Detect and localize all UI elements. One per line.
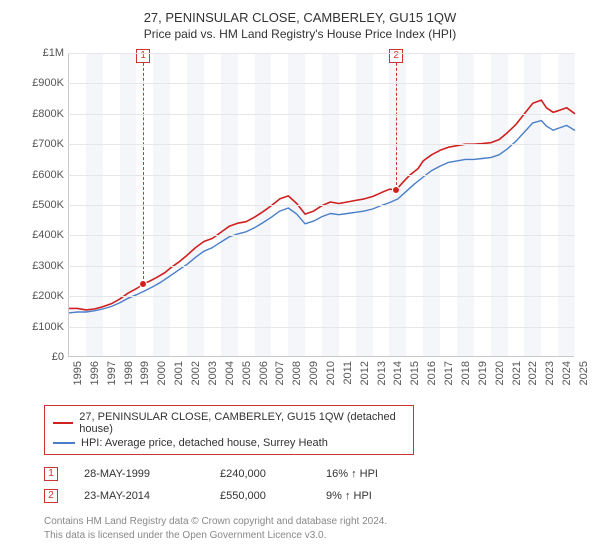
y-gridline	[68, 175, 574, 176]
legend-label: HPI: Average price, detached house, Surr…	[81, 437, 328, 449]
x-tick-label: 2011	[342, 361, 354, 385]
marker-dot	[392, 186, 400, 194]
footer-line: Contains HM Land Registry data © Crown c…	[44, 515, 586, 529]
y-gridline	[68, 235, 574, 236]
x-tick-label: 2008	[291, 361, 303, 385]
x-tick-label: 2012	[359, 361, 371, 385]
x-tick-label: 2007	[274, 361, 286, 385]
chart-container: 27, PENINSULAR CLOSE, CAMBERLEY, GU15 1Q…	[0, 0, 600, 560]
y-tick-label: £0	[20, 351, 64, 363]
x-tick-label: 2003	[207, 361, 219, 385]
event-price: £240,000	[220, 468, 300, 480]
x-tick-label: 2015	[409, 361, 421, 385]
x-tick-label: 2025	[578, 361, 590, 385]
event-row: 2 23-MAY-2014 £550,000 9% ↑ HPI	[44, 485, 586, 507]
y-tick-label: £700K	[20, 138, 64, 150]
x-tick-label: 2004	[224, 361, 236, 385]
y-gridline	[68, 83, 574, 84]
y-gridline	[68, 53, 574, 54]
y-gridline	[68, 296, 574, 297]
marker-dot	[139, 280, 147, 288]
footer-line: This data is licensed under the Open Gov…	[44, 529, 586, 543]
y-tick-label: £500K	[20, 199, 64, 211]
x-tick-label: 2009	[308, 361, 320, 385]
marker-line	[396, 53, 397, 190]
x-tick-label: 1997	[106, 361, 118, 385]
chart-area: 1 2 £0 £100K £200K £300K £400K £500K £600K £700K…	[20, 49, 580, 399]
x-tick-label: 1999	[139, 361, 151, 385]
footer: Contains HM Land Registry data © Crown c…	[44, 515, 586, 542]
legend: 27, PENINSULAR CLOSE, CAMBERLEY, GU15 1Q…	[44, 405, 414, 455]
y-tick-label: £300K	[20, 260, 64, 272]
event-date: 23-MAY-2014	[84, 490, 194, 502]
y-gridline	[68, 144, 574, 145]
marker-box: 2	[389, 49, 403, 63]
y-tick-label: £200K	[20, 290, 64, 302]
x-tick-label: 1995	[72, 361, 84, 385]
y-tick-label: £800K	[20, 108, 64, 120]
event-marker: 1	[44, 467, 58, 481]
x-tick-label: 2020	[494, 361, 506, 385]
x-tick-label: 2000	[156, 361, 168, 385]
y-tick-label: £600K	[20, 169, 64, 181]
x-tick-label: 2010	[325, 361, 337, 385]
legend-swatch	[53, 442, 75, 444]
marker-box: 1	[136, 49, 150, 63]
event-price: £550,000	[220, 490, 300, 502]
x-tick-label: 2022	[527, 361, 539, 385]
chart-subtitle: Price paid vs. HM Land Registry's House …	[14, 27, 586, 41]
x-tick-label: 2014	[392, 361, 404, 385]
x-tick-label: 2005	[241, 361, 253, 385]
x-tick-label: 2016	[426, 361, 438, 385]
x-tick-label: 2023	[544, 361, 556, 385]
legend-row: HPI: Average price, detached house, Surr…	[53, 436, 405, 450]
y-gridline	[68, 266, 574, 267]
legend-swatch	[53, 422, 73, 424]
x-tick-label: 2019	[477, 361, 489, 385]
x-tick-label: 1996	[89, 361, 101, 385]
y-gridline	[68, 327, 574, 328]
x-tick-label: 1998	[123, 361, 135, 385]
y-gridline	[68, 205, 574, 206]
legend-row: 27, PENINSULAR CLOSE, CAMBERLEY, GU15 1Q…	[53, 410, 405, 436]
event-marker: 2	[44, 489, 58, 503]
y-tick-label: £900K	[20, 77, 64, 89]
event-pct: 16% ↑ HPI	[326, 468, 416, 480]
event-date: 28-MAY-1999	[84, 468, 194, 480]
x-tick-label: 2002	[190, 361, 202, 385]
x-tick-label: 2018	[460, 361, 472, 385]
event-pct: 9% ↑ HPI	[326, 490, 416, 502]
x-tick-label: 2017	[443, 361, 455, 385]
events-table: 1 28-MAY-1999 £240,000 16% ↑ HPI 2 23-MAY-201…	[44, 463, 586, 507]
y-gridline	[68, 114, 574, 115]
y-tick-label: £1M	[20, 47, 64, 59]
chart-title: 27, PENINSULAR CLOSE, CAMBERLEY, GU15 1Q…	[14, 10, 586, 25]
legend-label: 27, PENINSULAR CLOSE, CAMBERLEY, GU15 1Q…	[79, 411, 405, 435]
y-tick-label: £400K	[20, 229, 64, 241]
x-tick-label: 2013	[376, 361, 388, 385]
x-tick-label: 2021	[511, 361, 523, 385]
event-row: 1 28-MAY-1999 £240,000 16% ↑ HPI	[44, 463, 586, 485]
x-tick-label: 2001	[173, 361, 185, 385]
x-tick-label: 2024	[561, 361, 573, 385]
x-tick-label: 2006	[258, 361, 270, 385]
y-tick-label: £100K	[20, 321, 64, 333]
marker-line	[143, 53, 144, 284]
